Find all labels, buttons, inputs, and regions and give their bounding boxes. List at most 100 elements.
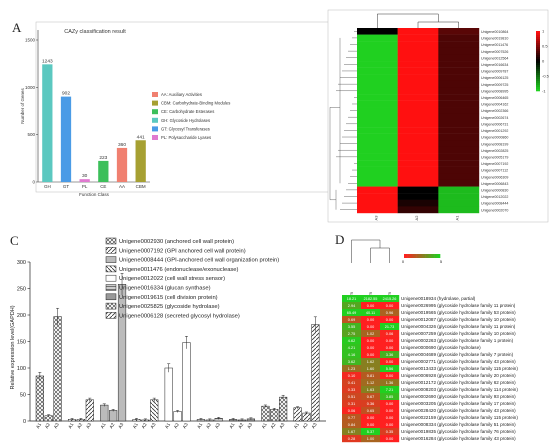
panel-d-heat-cell <box>342 344 362 352</box>
panel-b-colorbar-step <box>536 71 540 74</box>
panel-c-legend-swatch <box>105 293 117 301</box>
panel-a-legend-label: GT: Glycosyl Transferases <box>161 126 210 131</box>
panel-b-colorbar-label: -0.5 <box>542 74 550 79</box>
panel-c-legend-label: Unigene0006128 (secreted glycosyl hydrol… <box>119 313 240 319</box>
panel-c-x-tick-label: A1 <box>100 422 107 430</box>
panel-d-colorbar-step <box>404 254 407 258</box>
panel-b-row-dendrogram <box>329 31 357 210</box>
panel-b-colorbar-step <box>536 67 540 70</box>
panel-b-heat-cell <box>357 34 398 42</box>
panel-b-heat-cell <box>438 47 480 55</box>
panel-b-heat-cell <box>438 28 480 35</box>
panel-d-heat-cell <box>361 358 381 366</box>
panel-d-colorbar-step <box>411 254 414 258</box>
panel-b-colorbar-step <box>536 65 540 68</box>
panel-c-error-bar <box>152 397 156 402</box>
panel-d-colorbar-step <box>420 254 423 258</box>
panel-a-legend-label: CE: Carbohydrate Esterases <box>161 109 214 114</box>
panel-b-heat-cell <box>357 74 398 82</box>
panel-d-heat-cell <box>361 435 381 443</box>
panel-b-heat-cell <box>438 107 480 115</box>
panel-a-x-tick-label: CE <box>100 184 106 189</box>
panel-b-row-label: Unigene0010864 <box>481 30 508 34</box>
panel-b-heat-cell <box>397 146 439 154</box>
panel-c-x-tick-label: A2 <box>44 422 51 430</box>
panel-b-colorbar-step <box>536 81 540 84</box>
panel-d-cell-value: 0.77 <box>348 416 355 420</box>
panel-d-heat-cell <box>380 414 400 422</box>
panel-b-heat-cell <box>397 206 439 214</box>
panel-a-legend-label: AA: Auxiliary Activities <box>161 92 202 97</box>
panel-d-cell-value: 3.36 <box>386 353 393 357</box>
panel-d-cell-value: 0.00 <box>367 423 374 427</box>
panel-c-bar <box>35 375 44 422</box>
panel-c-legend-label: Unigene0011476 (endonuclease/exonuclease… <box>119 267 239 273</box>
panel-b-heat-cell <box>397 41 439 49</box>
panel-c-x-tick-label: A1 <box>35 422 42 430</box>
panel-d-cell-value: 0.00 <box>386 339 393 343</box>
panel-d-cell-value: 0.00 <box>367 346 374 350</box>
panel-a-bar-value: 441 <box>137 134 145 140</box>
panel-b-colorbar-step <box>536 77 540 80</box>
panel-d-cell-value: 21.73 <box>385 325 395 329</box>
panel-d-row-label: Unigene0004326 (glycoside hydrolase fami… <box>401 324 516 329</box>
panel-c-bar <box>293 407 302 422</box>
panel-c-error-bar <box>88 397 92 402</box>
panel-d-cell-value: 1.00 <box>367 437 374 441</box>
panel-d-row-label: Unigene0019565 (glycoside hydrolase fami… <box>401 310 516 315</box>
panel-d-row-label: Unigene0006928 (glycoside hydrolase fami… <box>401 373 516 378</box>
panel-a-legend-swatch <box>152 92 158 97</box>
panel-d-cell-value: 1.36 <box>386 381 393 385</box>
panel-d-cell-value: 0.36 <box>367 402 374 406</box>
panel-a-y-label: Number of Genes <box>20 87 25 123</box>
panel-d-colorbar-step <box>414 254 417 258</box>
panel-d-cell-value: 4.16 <box>348 353 355 357</box>
panel-d-cell-value: 0.67 <box>367 395 374 399</box>
panel-b-heat-cell <box>357 166 398 174</box>
panel-d-row-label: Unigene0002263 (glycoside hydrolase fami… <box>401 338 514 343</box>
panel-d-heat-cell <box>380 365 400 373</box>
panel-a-letter: A <box>12 20 22 35</box>
panel-b-heat-cell <box>397 173 439 181</box>
panel-d-heat-cell <box>361 351 381 359</box>
panel-a-bar <box>98 160 109 182</box>
panel-b-heat-cell <box>397 166 439 174</box>
panel-c-error-bar <box>217 417 221 420</box>
panel-c-error-bar <box>56 307 60 325</box>
panel-d-colorbar-step <box>425 254 428 258</box>
panel-c-bar <box>311 324 320 422</box>
panel-a-y-tick-label: 1500 <box>25 38 36 43</box>
panel-c-bar <box>302 412 311 422</box>
panel-d-heat-cell <box>342 435 362 443</box>
panel-b-row-label: Unigene0006465 <box>481 96 508 100</box>
panel-d-row-label: Unigene0008334 (glycoside hydrolase fami… <box>401 422 516 427</box>
panel-b-colorbar-step <box>536 75 540 78</box>
panel-d-heat-cell <box>361 386 381 394</box>
panel-c-x-tick-label: A3 <box>149 422 156 430</box>
panel-d-heat-cell <box>380 351 400 359</box>
panel-c-error-bar <box>249 417 253 420</box>
panel-b-col-label: A1 <box>455 215 460 221</box>
panel-d-letter: D <box>335 232 345 247</box>
panel-c-x-tick-label: A3 <box>311 422 318 430</box>
panel-d-col-dendrogram <box>351 239 390 263</box>
panel-d-cell-value: 3.62 <box>348 360 355 364</box>
panel-b-heat-cell <box>397 74 439 82</box>
panel-c-legend-swatch <box>105 256 117 263</box>
panel-c-error-bar <box>272 408 276 411</box>
panel-d-cell-value: 0.06 <box>348 409 355 413</box>
panel-d-colorbar-step <box>427 254 430 258</box>
panel-d-cell-value: 0.69 <box>348 318 355 322</box>
panel-b-heat-cell <box>357 133 398 141</box>
panel-d-heat-cell <box>380 295 400 303</box>
panel-b-heat-cell <box>357 193 398 200</box>
panel-b-heat-cell <box>397 133 439 141</box>
panel-c-x-tick-label: A2 <box>269 422 276 430</box>
panel-d-heat-cell <box>342 400 362 408</box>
panel-d-heat-cell <box>342 428 362 436</box>
panel-b-colorbar-step <box>536 63 540 66</box>
panel-d-cell-value: 0.00 <box>386 437 393 441</box>
panel-d-cell-value: 0.00 <box>367 416 374 420</box>
panel-d-colorbar-min: 0 <box>402 259 405 264</box>
panel-d-cell-value: 0.00 <box>386 318 393 322</box>
